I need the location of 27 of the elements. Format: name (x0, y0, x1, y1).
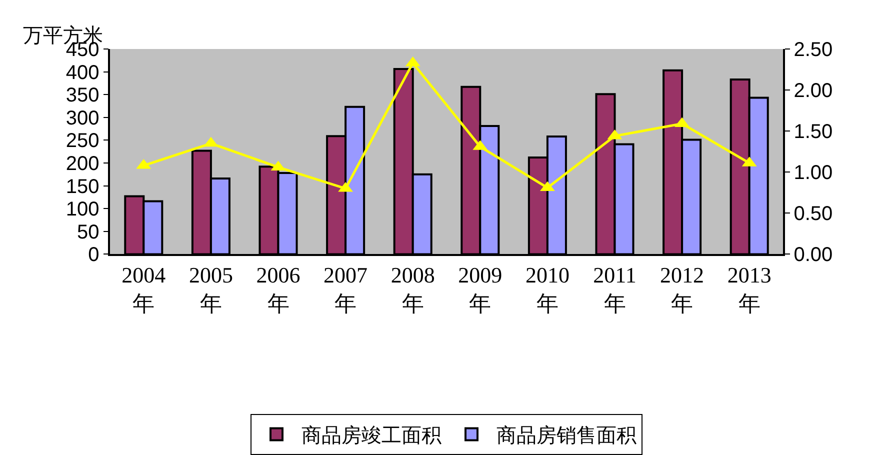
y2-tick-label: 1.00 (794, 162, 833, 184)
y-tick-label: 150 (66, 176, 100, 198)
y-tick-label: 100 (66, 198, 100, 221)
x-tick-label: 2004 年 (122, 262, 166, 316)
y-tick-label: 400 (66, 62, 100, 84)
y2-tick-label: 2.00 (794, 80, 833, 102)
y2-tick-label: 2.50 (794, 39, 833, 61)
y2-tick-label: 0.00 (794, 244, 833, 266)
legend-label: 商品房销售面积 (496, 425, 636, 448)
y-tick-label: 200 (66, 153, 100, 175)
y-tick-label: 300 (66, 107, 100, 130)
x-tick-label: 2011 年 (593, 262, 636, 316)
y2-tick-label: 1.50 (794, 121, 833, 144)
y-tick-label: 0 (88, 244, 100, 266)
legend-label: 商品房竣工面积 (302, 425, 442, 448)
x-tick-label: 2007 年 (324, 262, 368, 316)
x-tick-label: 2006 年 (256, 262, 300, 316)
x-tick-label: 2009 年 (458, 262, 502, 316)
y-tick-label: 250 (66, 130, 100, 152)
x-tick-label: 2012 年 (660, 262, 704, 316)
y-tick-label: 50 (77, 221, 100, 244)
x-tick-label: 2013 年 (727, 262, 772, 316)
x-tick-label: 2005 年 (188, 262, 233, 316)
y2-tick-label: 0.50 (794, 203, 833, 226)
x-tick-label: 2008 年 (390, 262, 435, 316)
y-tick-label: 350 (66, 84, 100, 107)
x-tick-label: 2010 年 (525, 262, 570, 316)
